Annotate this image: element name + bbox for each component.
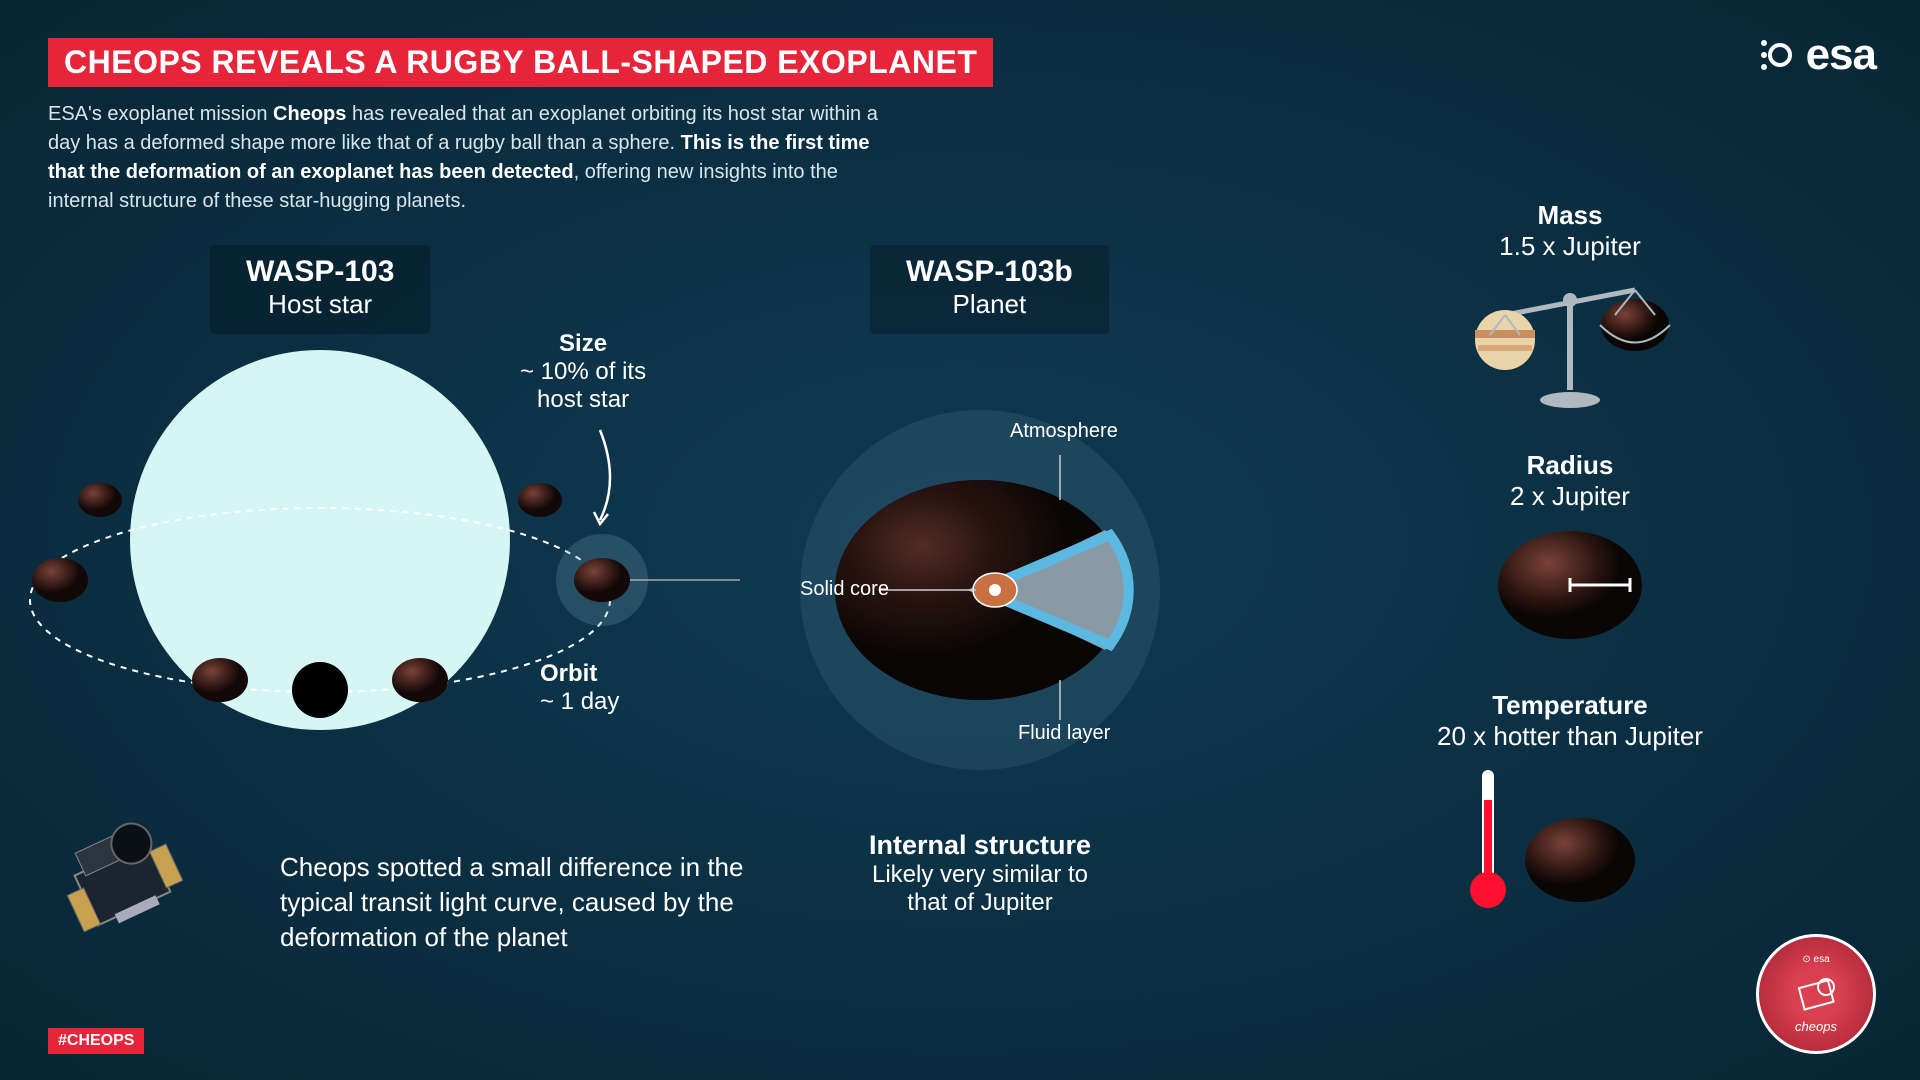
radius-stat: Radius 2 x Jupiter <box>1430 450 1710 512</box>
temp-stat: Temperature 20 x hotter than Jupiter <box>1370 690 1770 752</box>
size-value: ~ 10% of its host star <box>520 358 646 414</box>
orbit-label: Orbit <box>540 660 619 688</box>
transit-shadow-icon <box>292 662 348 718</box>
intro-text: ESA's exoplanet mission <box>48 103 273 125</box>
esa-logo-icon <box>1758 33 1802 77</box>
orbit-planet-icon <box>392 658 448 702</box>
host-sub: Host star <box>246 289 394 320</box>
orbit-planet-icon <box>518 483 562 517</box>
mass-label: Mass <box>1430 200 1710 231</box>
esa-logo-text: esa <box>1806 30 1876 80</box>
planet-label-box: WASP-103b Planet <box>870 245 1109 334</box>
planet-name: WASP-103b <box>906 255 1073 289</box>
core-label: Solid core <box>800 578 889 601</box>
temp-label: Temperature <box>1370 690 1770 721</box>
scale-icon <box>1450 270 1690 420</box>
size-annotation: Size ~ 10% of its host star <box>520 330 646 414</box>
radius-label: Radius <box>1430 450 1710 481</box>
planet-sub: Planet <box>906 289 1073 320</box>
fluid-label: Fluid layer <box>1018 722 1110 745</box>
arrow-icon <box>560 420 640 540</box>
temp-value: 20 x hotter than Jupiter <box>1370 721 1770 752</box>
main-planet-icon <box>574 558 630 602</box>
internal-structure-block: Internal structure Likely very similar t… <box>820 830 1140 917</box>
intro-paragraph: ESA's exoplanet mission Cheops has revea… <box>48 100 898 216</box>
internal-sub: Likely very similar to that of Jupiter <box>820 861 1140 917</box>
internal-title: Internal structure <box>820 830 1140 861</box>
satellite-icon <box>50 790 220 960</box>
hashtag-badge: #CHEOPS <box>48 1028 144 1054</box>
orbit-value: ~ 1 day <box>540 688 619 716</box>
mass-stat: Mass 1.5 x Jupiter <box>1430 200 1710 262</box>
radius-icon <box>1480 520 1660 650</box>
orbit-annotation: Orbit ~ 1 day <box>540 660 619 716</box>
page-title: CHEOPS REVEALS A RUGBY BALL-SHAPED EXOPL… <box>48 38 993 87</box>
orbit-planet-icon <box>192 658 248 702</box>
caption-text: Cheops spotted a small difference in the… <box>280 850 760 955</box>
radius-value: 2 x Jupiter <box>1430 481 1710 512</box>
intro-bold: Cheops <box>273 103 346 125</box>
size-label: Size <box>520 330 646 358</box>
cheops-badge-icon: ⊙ esa cheops <box>1756 934 1876 1054</box>
orbit-planet-icon <box>32 558 88 602</box>
atmosphere-label: Atmosphere <box>1010 420 1118 443</box>
host-name: WASP-103 <box>246 255 394 289</box>
esa-logo: esa <box>1758 30 1876 80</box>
mass-value: 1.5 x Jupiter <box>1430 231 1710 262</box>
thermometer-icon <box>1460 760 1660 920</box>
orbit-planet-icon <box>78 483 122 517</box>
